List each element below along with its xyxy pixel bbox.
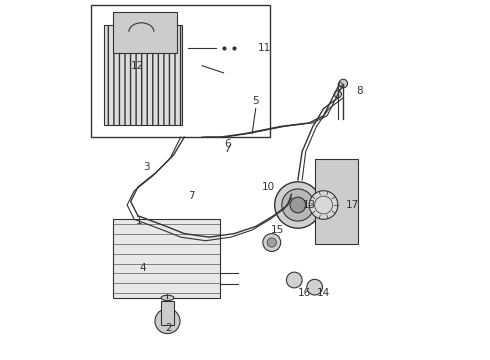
- Text: 13: 13: [303, 200, 316, 210]
- Text: 15: 15: [270, 225, 284, 235]
- Circle shape: [307, 279, 322, 295]
- Text: 7: 7: [188, 191, 195, 201]
- Bar: [113, 219, 220, 298]
- Ellipse shape: [161, 295, 174, 301]
- Bar: [113, 12, 177, 53]
- Bar: [161, 301, 174, 325]
- Circle shape: [155, 309, 180, 334]
- Circle shape: [282, 189, 314, 221]
- Circle shape: [290, 197, 306, 213]
- Text: 8: 8: [356, 86, 363, 96]
- Text: 10: 10: [262, 182, 275, 192]
- Text: 5: 5: [252, 96, 259, 107]
- Text: 12: 12: [131, 61, 145, 71]
- Text: 2: 2: [165, 323, 172, 333]
- Text: 16: 16: [297, 288, 311, 297]
- Text: 14: 14: [317, 288, 330, 297]
- Circle shape: [287, 272, 302, 288]
- Text: 9: 9: [336, 82, 343, 92]
- Bar: [315, 158, 358, 244]
- Text: 1: 1: [136, 216, 143, 226]
- Text: 11: 11: [258, 43, 271, 53]
- Circle shape: [339, 79, 347, 88]
- Bar: [104, 24, 182, 125]
- Text: 4: 4: [140, 262, 147, 273]
- Text: 17: 17: [345, 200, 359, 210]
- Bar: [92, 5, 270, 137]
- Text: 6: 6: [224, 139, 230, 149]
- Circle shape: [267, 238, 276, 247]
- Circle shape: [334, 91, 342, 98]
- Circle shape: [263, 234, 281, 251]
- Text: 3: 3: [144, 162, 150, 172]
- Circle shape: [309, 191, 338, 219]
- Circle shape: [275, 182, 321, 228]
